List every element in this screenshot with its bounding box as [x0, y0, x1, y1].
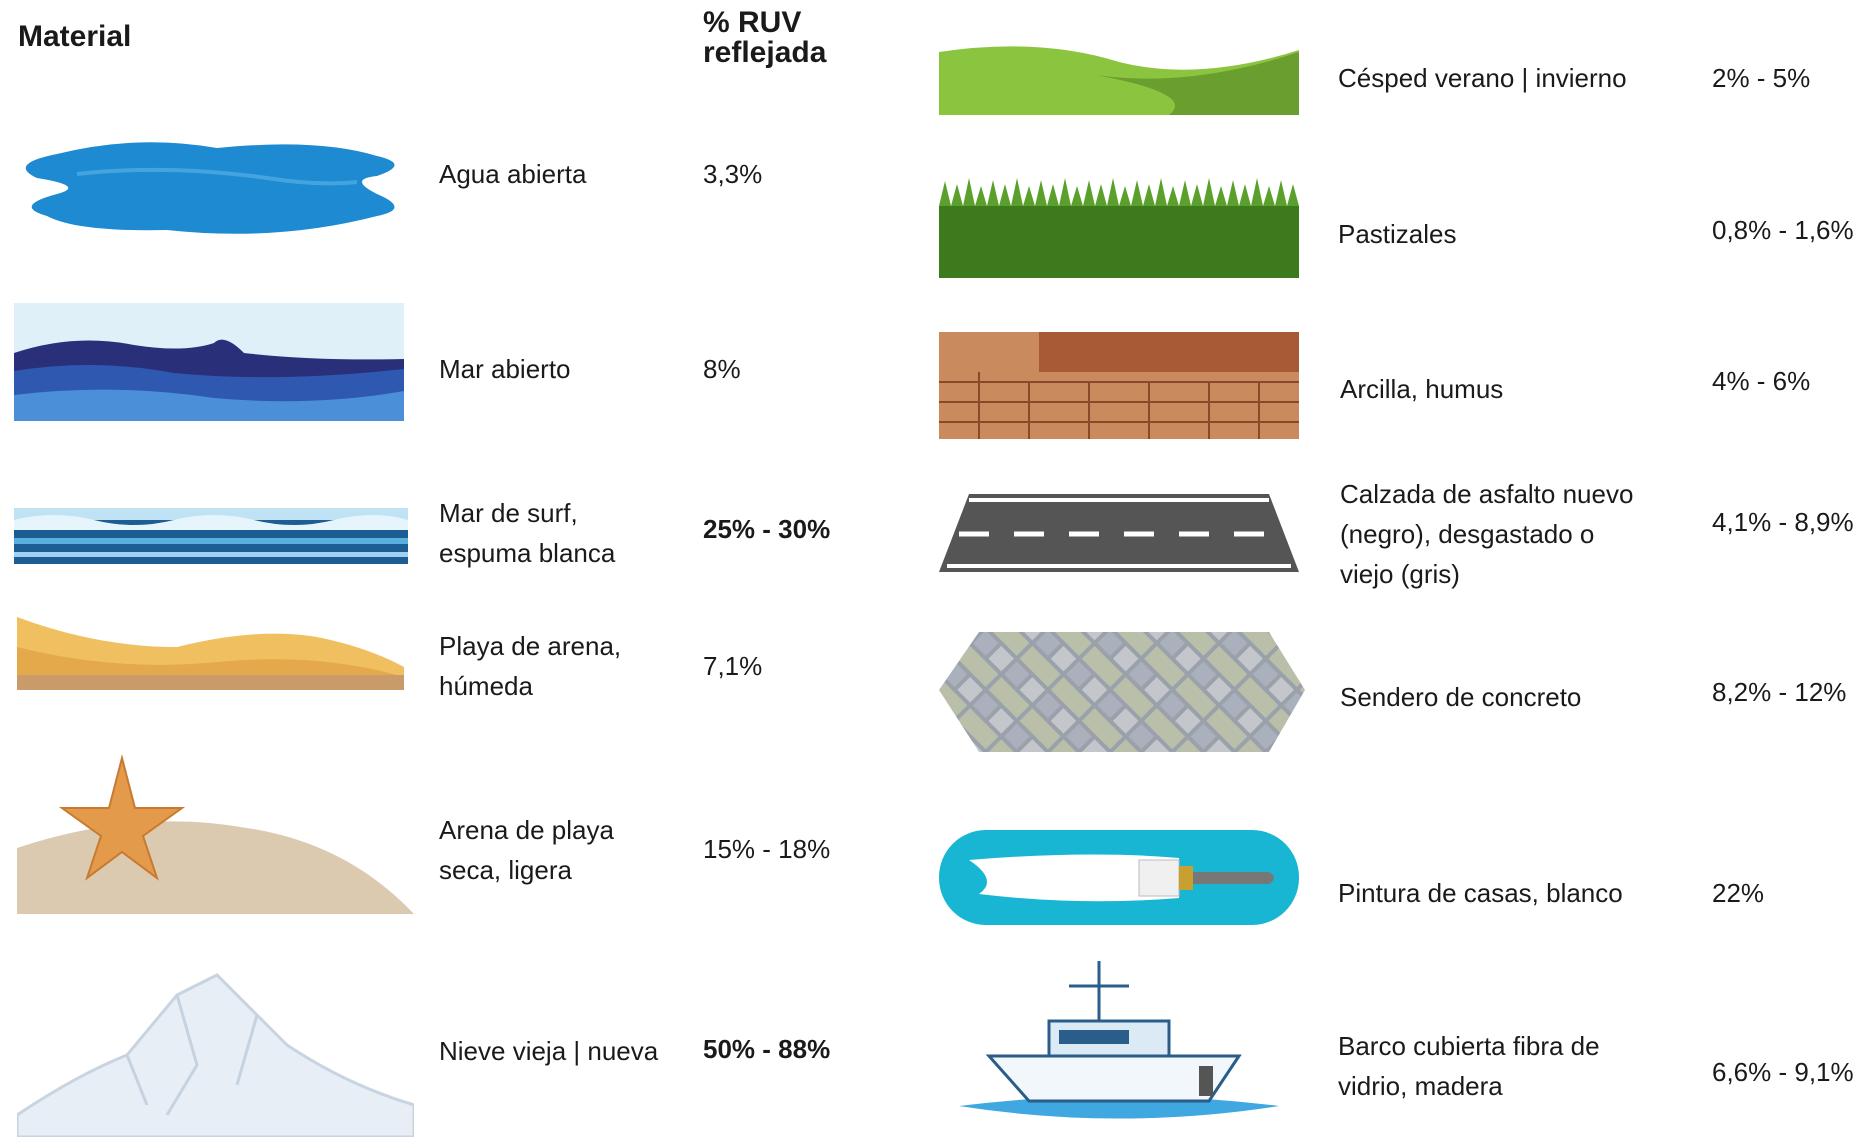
header-material: Material	[18, 20, 132, 53]
value: 50% - 88%	[703, 1034, 831, 1064]
line: (negro), desgastado o	[1340, 519, 1595, 549]
boat-image	[959, 961, 1279, 1119]
clay-image	[939, 332, 1299, 439]
dry-sand-image	[17, 754, 414, 914]
value: 7,1%	[703, 651, 763, 681]
paint-image	[939, 830, 1299, 925]
line: Calzada de asfalto nuevo	[1340, 479, 1634, 509]
water-image	[25, 142, 395, 234]
value: 3,3%	[703, 159, 763, 189]
lawn-image	[939, 46, 1299, 115]
line: espuma blanca	[439, 538, 616, 568]
wet-sand-image	[17, 617, 404, 690]
label: Calzada de asfalto nuevo (negro), desgast…	[1340, 474, 1633, 594]
line: húmeda	[439, 671, 533, 701]
label: Nieve vieja | nueva	[439, 1031, 658, 1071]
label: Pintura de casas, blanco	[1338, 873, 1623, 913]
value: 0,8% - 1,6%	[1712, 215, 1854, 245]
header-line: % RUV	[703, 6, 802, 39]
label: Playa de arena, húmeda	[439, 626, 621, 706]
line: Playa de arena,	[439, 631, 622, 661]
road-image	[939, 494, 1299, 572]
value: 4,1% - 8,9%	[1712, 507, 1854, 537]
line: Mar abierto	[439, 354, 571, 384]
value: 25% - 30%	[703, 514, 831, 544]
line: vidrio, madera	[1338, 1071, 1503, 1101]
label: Agua abierta	[439, 154, 586, 194]
line: Arena de playa	[439, 815, 614, 845]
label: Arcilla, humus	[1340, 369, 1503, 409]
header-line: reflejada	[703, 36, 827, 69]
line: Barco cubierta fibra de	[1338, 1031, 1600, 1061]
pavers-image	[939, 632, 1305, 752]
line: Sendero de concreto	[1340, 682, 1582, 712]
label: Pastizales	[1338, 214, 1457, 254]
line: Mar de surf,	[439, 498, 578, 528]
value: 15% - 18%	[703, 834, 831, 864]
value: 6,6% - 9,1%	[1712, 1057, 1854, 1087]
label: Barco cubierta fibra de vidrio, madera	[1338, 1026, 1600, 1106]
surf-image	[14, 508, 408, 564]
value: 4% - 6%	[1712, 366, 1811, 396]
label: Arena de playa seca, ligera	[439, 810, 614, 890]
value: 22%	[1712, 878, 1765, 908]
label: Césped verano | invierno	[1338, 58, 1627, 98]
sea-image	[14, 303, 404, 421]
grass-image	[939, 178, 1299, 278]
snow-image	[17, 973, 414, 1137]
value: 8,2% - 12%	[1712, 677, 1847, 707]
label: Mar abierto	[439, 349, 571, 389]
line: viejo (gris)	[1340, 559, 1460, 589]
label: Sendero de concreto	[1340, 677, 1581, 717]
line: Césped verano | invierno	[1338, 63, 1627, 93]
line: seca, ligera	[439, 855, 572, 885]
value: 8%	[703, 354, 741, 384]
line: Agua abierta	[439, 159, 587, 189]
line: Pastizales	[1338, 219, 1457, 249]
label: Mar de surf, espuma blanca	[439, 493, 615, 573]
line: Pintura de casas, blanco	[1338, 878, 1623, 908]
value: 2% - 5%	[1712, 63, 1811, 93]
line: Arcilla, humus	[1340, 374, 1504, 404]
line: Nieve vieja | nueva	[439, 1036, 659, 1066]
header-ruv: % RUV reflejada	[703, 8, 826, 68]
